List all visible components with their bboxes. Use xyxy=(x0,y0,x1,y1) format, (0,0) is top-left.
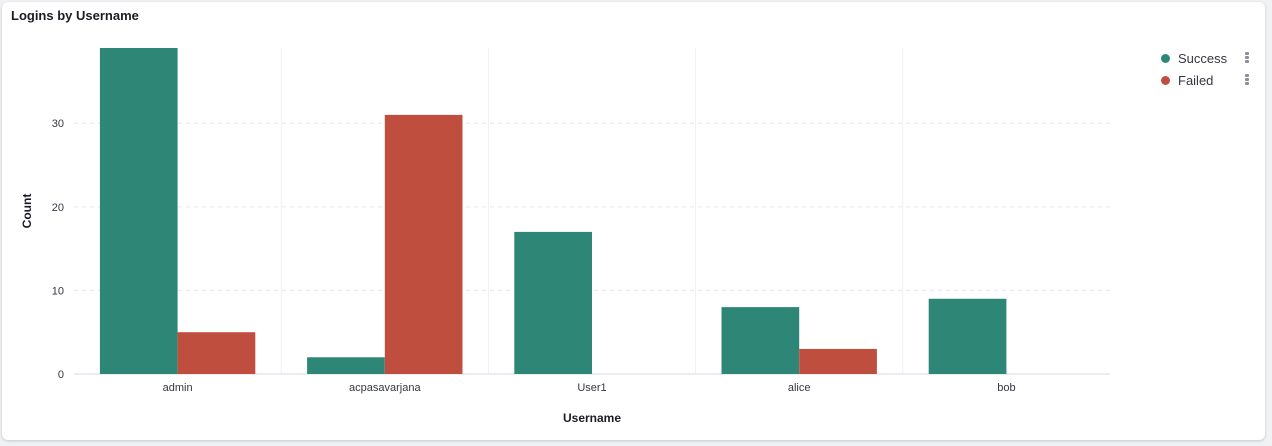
legend-item-label: Success xyxy=(1178,50,1228,66)
y-tick-label: 10 xyxy=(52,285,64,297)
legend-color-dot xyxy=(1161,75,1170,85)
vertical-dots-icon[interactable] xyxy=(1245,74,1249,85)
x-tick-label: acpasavarjana xyxy=(349,382,421,394)
legend-color-dot xyxy=(1161,53,1170,63)
y-tick-label: 20 xyxy=(52,202,64,214)
x-axis-title: Username xyxy=(563,411,621,425)
vertical-dots-icon[interactable] xyxy=(1245,52,1249,63)
legend-item-success[interactable]: Success xyxy=(1160,47,1255,69)
chart-legend: Success Failed xyxy=(1160,47,1255,91)
y-axis-title: Count xyxy=(20,194,34,229)
bar-success xyxy=(721,307,800,374)
x-tick-label: admin xyxy=(163,382,193,394)
x-tick-label: User1 xyxy=(577,382,606,394)
x-tick-label: bob xyxy=(997,382,1015,394)
bar-failed xyxy=(799,348,877,374)
bar-success xyxy=(928,298,1007,374)
legend-item-label: Failed xyxy=(1178,72,1214,88)
y-tick-label: 30 xyxy=(52,118,64,130)
bar-success xyxy=(99,48,178,374)
y-tick-label: 0 xyxy=(58,369,64,381)
bar-failed xyxy=(177,332,256,374)
bar-success xyxy=(307,357,385,374)
bar-success xyxy=(514,231,592,374)
panel-title: Logins by Username xyxy=(11,8,139,23)
x-tick-label: alice xyxy=(788,382,811,394)
legend-item-failed[interactable]: Failed xyxy=(1160,69,1255,91)
bar-failed xyxy=(384,114,463,374)
